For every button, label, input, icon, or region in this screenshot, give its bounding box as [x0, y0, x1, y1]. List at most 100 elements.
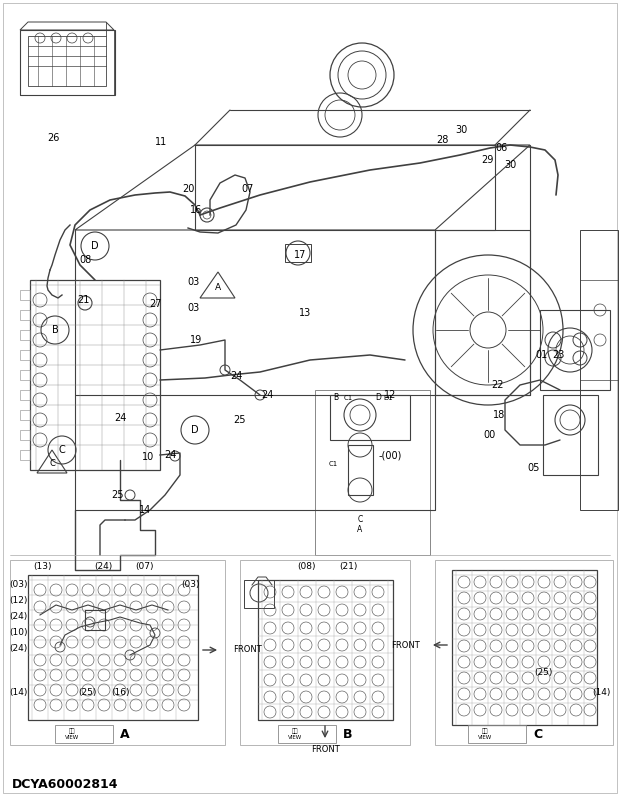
Text: 25: 25: [234, 415, 246, 425]
Text: 22: 22: [491, 380, 503, 390]
Bar: [20, 390, 30, 400]
Text: 11: 11: [155, 137, 167, 147]
Text: 00: 00: [484, 430, 496, 440]
Text: A: A: [120, 728, 130, 740]
Text: B: B: [51, 325, 58, 335]
Text: DCYA60002814: DCYA60002814: [12, 778, 118, 790]
Bar: [20, 430, 30, 440]
Text: (24): (24): [9, 611, 27, 621]
Text: 16: 16: [190, 205, 202, 215]
Bar: [20, 330, 30, 340]
Bar: [240, 560, 410, 745]
Text: 先視
VIEW: 先視 VIEW: [478, 728, 492, 739]
Text: 19: 19: [190, 335, 202, 345]
Text: 30: 30: [455, 125, 467, 135]
Text: 30: 30: [504, 160, 516, 170]
Bar: [543, 395, 598, 475]
Text: 27: 27: [149, 299, 161, 309]
Text: FRONT: FRONT: [233, 646, 262, 654]
Bar: [244, 580, 274, 608]
Text: D: D: [91, 241, 99, 251]
Text: (07): (07): [136, 563, 154, 572]
Text: (24): (24): [9, 643, 27, 653]
Bar: [330, 395, 410, 440]
Text: (08): (08): [297, 563, 315, 572]
Text: 24: 24: [230, 371, 242, 381]
Bar: [315, 390, 430, 555]
Text: 14: 14: [139, 505, 151, 515]
Text: A: A: [357, 525, 363, 534]
Text: (21): (21): [339, 563, 357, 572]
Text: 13: 13: [299, 308, 311, 318]
Text: B: B: [343, 728, 353, 740]
Text: 23: 23: [552, 350, 564, 360]
Text: 29: 29: [481, 155, 493, 165]
Text: 24: 24: [114, 413, 126, 423]
Text: (03): (03): [181, 579, 199, 588]
Bar: [435, 230, 530, 395]
Bar: [20, 350, 30, 360]
Bar: [20, 410, 30, 420]
Text: C: C: [59, 445, 65, 455]
Bar: [452, 570, 597, 725]
Text: (13): (13): [33, 563, 51, 572]
Bar: [540, 310, 610, 390]
Text: FRONT: FRONT: [391, 641, 420, 650]
Text: 21: 21: [77, 295, 89, 305]
Bar: [20, 450, 30, 460]
Text: (14): (14): [9, 689, 27, 697]
Text: 03: 03: [187, 277, 199, 287]
Text: 28: 28: [436, 135, 448, 145]
Text: D: D: [375, 393, 381, 403]
Text: 12: 12: [384, 390, 396, 400]
Text: -(00): -(00): [378, 450, 402, 460]
Text: C1: C1: [329, 461, 338, 467]
Text: (12): (12): [9, 595, 27, 604]
Bar: [285, 244, 311, 262]
Bar: [55, 725, 113, 743]
Text: C: C: [357, 516, 363, 525]
Text: (24): (24): [94, 563, 112, 572]
Bar: [278, 725, 336, 743]
Text: FRONT: FRONT: [311, 746, 339, 755]
Text: (25): (25): [534, 669, 552, 677]
Bar: [28, 575, 198, 720]
Text: 03: 03: [187, 303, 199, 313]
Text: C1: C1: [343, 395, 353, 401]
Text: (16): (16): [112, 689, 130, 697]
Bar: [20, 370, 30, 380]
Bar: [30, 280, 160, 470]
Text: 24: 24: [261, 390, 273, 400]
Text: 05: 05: [528, 463, 540, 473]
Text: 18: 18: [493, 410, 505, 420]
Text: A: A: [215, 283, 221, 291]
Text: (25): (25): [78, 689, 96, 697]
Text: (10): (10): [9, 627, 27, 637]
Text: 25: 25: [111, 490, 123, 500]
Text: D1: D1: [383, 395, 393, 401]
Bar: [348, 445, 373, 495]
Bar: [580, 230, 618, 510]
Bar: [28, 36, 106, 86]
Text: (14): (14): [592, 689, 610, 697]
Text: 先視
VIEW: 先視 VIEW: [288, 728, 302, 739]
Text: C: C: [49, 458, 55, 467]
Bar: [468, 725, 526, 743]
Text: B: B: [334, 393, 339, 403]
Text: 01: 01: [536, 350, 548, 360]
Bar: [20, 310, 30, 320]
Bar: [20, 290, 30, 300]
Bar: [20, 30, 115, 95]
Text: 17: 17: [294, 250, 306, 260]
Text: 20: 20: [182, 184, 194, 194]
Text: (03): (03): [9, 579, 27, 588]
Bar: [10, 560, 225, 745]
Text: 10: 10: [142, 452, 154, 462]
Text: 24: 24: [164, 450, 176, 460]
Bar: [258, 580, 393, 720]
Text: 06: 06: [495, 143, 507, 153]
Text: 26: 26: [47, 133, 59, 143]
Text: D: D: [191, 425, 199, 435]
Text: 07: 07: [242, 184, 254, 194]
Text: C: C: [533, 728, 542, 740]
